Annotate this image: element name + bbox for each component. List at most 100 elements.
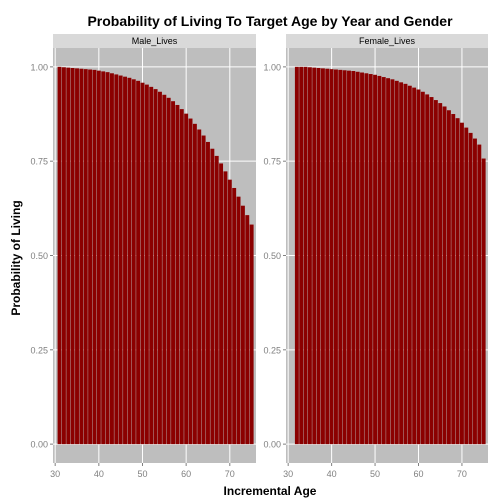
bar [473, 139, 477, 445]
bar [330, 69, 334, 444]
bar [382, 77, 386, 444]
bar [482, 159, 486, 445]
bar [84, 69, 88, 444]
bar [399, 82, 403, 444]
x-axis-label: Incremental Age [224, 484, 317, 498]
bar [197, 129, 201, 444]
bar [408, 86, 412, 444]
bar [373, 75, 377, 444]
bar [149, 87, 153, 444]
bar [343, 70, 347, 444]
bar [438, 103, 442, 444]
bar [232, 188, 236, 444]
y-tick-label: 1.00 [30, 62, 48, 72]
bar [417, 90, 421, 445]
y-tick-label: 0.75 [30, 157, 48, 167]
bar [162, 95, 166, 444]
x-tick-label: 50 [137, 469, 147, 479]
bar [223, 171, 227, 444]
bar [106, 72, 110, 444]
bar [215, 156, 219, 444]
y-tick-label: 0.50 [263, 251, 281, 261]
x-tick-label: 50 [370, 469, 380, 479]
bar [395, 81, 399, 444]
x-tick-label: 70 [225, 469, 235, 479]
bar [360, 73, 364, 445]
bar [469, 133, 473, 444]
bar [347, 71, 351, 445]
bar [456, 118, 460, 444]
bar [443, 106, 447, 444]
bar [141, 83, 145, 444]
bar [62, 67, 66, 444]
bar [180, 109, 184, 444]
bar [351, 71, 355, 444]
bar [295, 67, 299, 444]
y-tick-label: 0.25 [30, 345, 48, 355]
bar [202, 136, 206, 445]
x-tick-label: 40 [94, 469, 104, 479]
bar [477, 145, 481, 445]
bar [193, 124, 197, 444]
chart-title: Probability of Living To Target Age by Y… [87, 13, 453, 29]
bar [245, 215, 249, 444]
bar [132, 79, 136, 444]
facet-strip-label: Female_Lives [359, 36, 416, 46]
bar [97, 71, 101, 445]
y-tick-label: 0.75 [263, 157, 281, 167]
bar [167, 98, 171, 444]
facet-panels: Male_Lives 0.00 0.25 0.50 0.75 1.00 30 40 50 60 70… [30, 34, 488, 479]
bar [114, 74, 118, 444]
bar [71, 68, 75, 444]
bar [184, 114, 188, 444]
bar [110, 73, 114, 444]
bar [75, 68, 79, 444]
x-tick-label: 40 [327, 469, 337, 479]
bar [136, 81, 140, 444]
x-tick-label: 60 [181, 469, 191, 479]
bar [123, 77, 127, 444]
bar [171, 101, 175, 444]
bar [421, 92, 425, 444]
bar [206, 142, 210, 444]
bar [88, 70, 92, 445]
bar [434, 100, 438, 444]
bar [145, 85, 149, 445]
bar [425, 94, 429, 444]
bar [386, 78, 390, 444]
y-axis-label: Probability of Living [9, 200, 23, 315]
bar [127, 78, 131, 444]
bar [219, 163, 223, 444]
bar [334, 70, 338, 445]
facet-strip-label: Male_Lives [132, 36, 178, 46]
facet-panel-1: Male_Lives 0.00 0.25 0.50 0.75 1.00 30 40 50 60 70 [30, 34, 256, 479]
y-tick-label: 0.25 [263, 345, 281, 355]
x-tick-label: 60 [413, 469, 423, 479]
bar [158, 92, 162, 444]
bar [304, 67, 308, 444]
bar [299, 67, 303, 444]
bar [317, 68, 321, 444]
bar [377, 76, 381, 444]
bar [154, 89, 158, 444]
bar [237, 197, 241, 444]
bar [308, 67, 312, 444]
bar [356, 72, 360, 444]
bar [338, 70, 342, 444]
bar [210, 149, 214, 444]
x-tick-label: 30 [283, 469, 293, 479]
bar [93, 70, 97, 444]
bar [250, 225, 254, 445]
x-tick-label: 70 [457, 469, 467, 479]
bar [464, 128, 468, 445]
y-tick-label: 0.00 [30, 440, 48, 450]
bar [325, 69, 329, 444]
bar [175, 105, 179, 444]
bar [119, 76, 123, 445]
bar [404, 84, 408, 444]
bar [101, 71, 105, 444]
bar [369, 74, 373, 444]
bar [364, 73, 368, 444]
y-tick-label: 0.00 [263, 440, 281, 450]
